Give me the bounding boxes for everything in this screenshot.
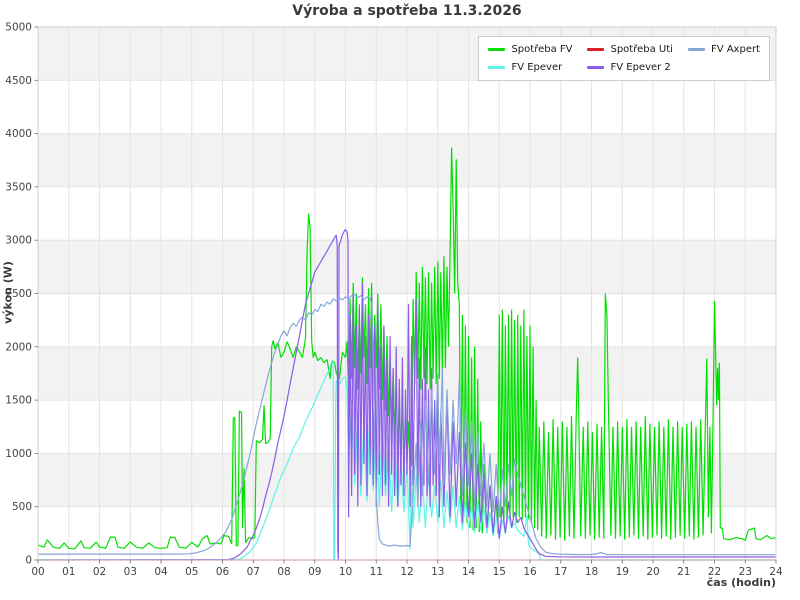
legend-column: Spotřeba FV FV Epever xyxy=(488,42,572,75)
y-tick-label: 4000 xyxy=(5,128,32,140)
x-tick-label: 09 xyxy=(308,566,321,578)
y-tick-label: 5000 xyxy=(5,22,32,34)
legend-item-spotreba-uti: Spotřeba Uti xyxy=(587,42,673,57)
series-fv-epever xyxy=(38,360,776,561)
series-fv-epever-2 xyxy=(37,229,776,561)
legend-label-fv-axpert: FV Axpert xyxy=(710,44,760,55)
x-tick-label: 06 xyxy=(216,566,230,578)
y-tick-label: 0 xyxy=(25,555,32,567)
x-tick-label: 21 xyxy=(677,566,690,578)
legend-swatch-fv-axpert xyxy=(687,48,705,51)
y-axis-label: výkon (W) xyxy=(1,261,15,324)
y-tick-label: 500 xyxy=(12,501,32,513)
series-fv-axpert xyxy=(38,294,776,556)
y-tick-label: 2500 xyxy=(5,288,32,300)
x-tick-label: 22 xyxy=(708,566,721,578)
legend-column: FV Axpert xyxy=(687,42,760,75)
legend-label-fv-epever-2: FV Epever 2 xyxy=(610,62,671,73)
legend-item-fv-axpert: FV Axpert xyxy=(687,42,760,57)
chart-title: Výroba a spotřeba 11.3.2026 xyxy=(292,3,522,19)
x-tick-label: 00 xyxy=(31,566,44,578)
legend-item-fv-epever-2: FV Epever 2 xyxy=(587,60,672,75)
legend-label-spotreba-uti: Spotřeba Uti xyxy=(610,44,673,55)
y-tick-label: 1000 xyxy=(5,448,32,460)
x-tick-label: 10 xyxy=(339,566,352,578)
x-tick-label: 14 xyxy=(462,566,476,578)
x-tick-label: 17 xyxy=(554,566,567,578)
x-tick-label: 18 xyxy=(585,566,598,578)
x-tick-label: 16 xyxy=(523,566,537,578)
legend-label-fv-epever: FV Epever xyxy=(511,62,563,73)
legend-swatch-fv-epever xyxy=(488,66,506,69)
y-tick-label: 3000 xyxy=(5,235,32,247)
x-tick-label: 15 xyxy=(493,566,506,578)
legend-item-spotreba-fv: Spotřeba FV xyxy=(488,42,572,57)
x-tick-label: 23 xyxy=(739,566,752,578)
x-tick-label: 12 xyxy=(400,566,413,578)
y-tick-label: 1500 xyxy=(5,395,32,407)
y-tick-label: 3500 xyxy=(5,181,32,193)
legend-label-spotreba-fv: Spotřeba FV xyxy=(511,44,573,55)
x-tick-label: 11 xyxy=(370,566,383,578)
legend: Spotřeba FV FV Epever Spotřeba Uti FV Epeve… xyxy=(478,36,770,81)
x-tick-label: 13 xyxy=(431,566,444,578)
x-tick-label: 04 xyxy=(154,566,168,578)
x-tick-label: 02 xyxy=(93,566,106,578)
x-tick-label: 20 xyxy=(646,566,659,578)
x-tick-label: 24 xyxy=(769,566,783,578)
y-tick-label: 2000 xyxy=(5,341,32,353)
x-tick-label: 08 xyxy=(277,566,290,578)
x-tick-label: 03 xyxy=(124,566,137,578)
legend-swatch-fv-epever-2 xyxy=(587,66,605,69)
x-tick-label: 05 xyxy=(185,566,198,578)
legend-swatch-spotreba-fv xyxy=(488,48,506,51)
legend-column: Spotřeba Uti FV Epever 2 xyxy=(587,42,673,75)
y-tick-label: 4500 xyxy=(5,75,32,87)
legend-swatch-spotreba-uti xyxy=(587,48,605,51)
x-tick-label: 19 xyxy=(616,566,629,578)
x-tick-label: 07 xyxy=(247,566,260,578)
x-tick-label: 01 xyxy=(62,566,75,578)
series-spotreba-fv xyxy=(37,147,777,550)
x-axis-label: čas (hodin) xyxy=(706,576,776,589)
legend-item-fv-epever: FV Epever xyxy=(488,60,572,75)
